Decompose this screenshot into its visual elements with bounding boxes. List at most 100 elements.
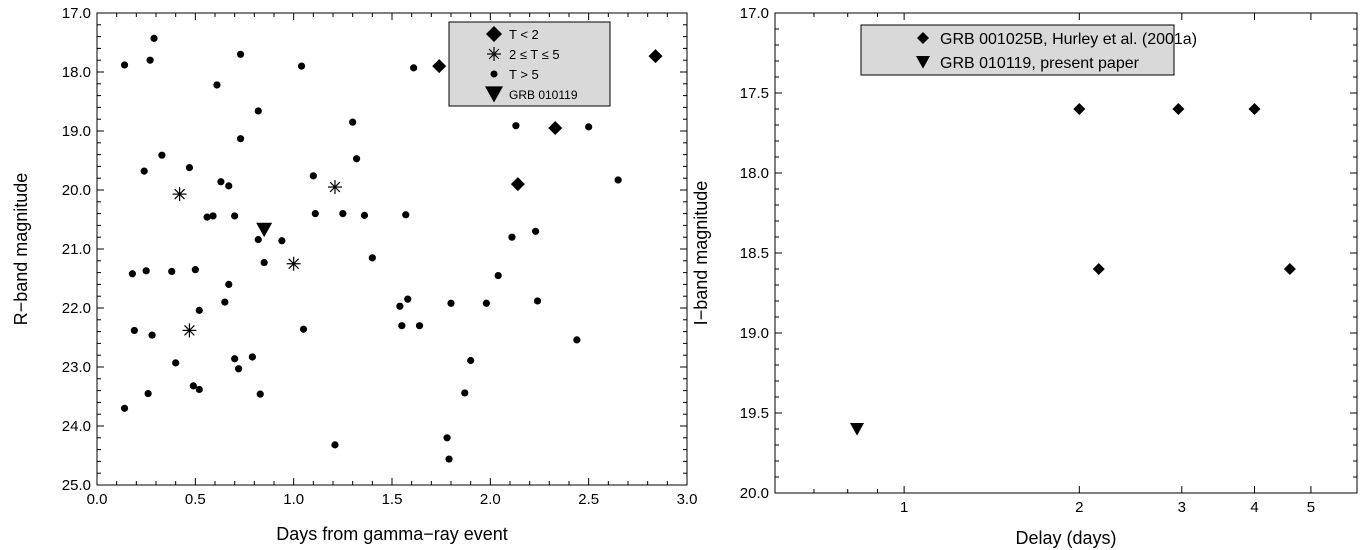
left-legend-box bbox=[448, 21, 611, 107]
left-point-dot bbox=[331, 441, 339, 449]
right-point-triangle-down bbox=[850, 423, 865, 436]
left-point-dot bbox=[195, 306, 203, 314]
left-point-dot bbox=[398, 322, 406, 330]
legend-diamond-marker bbox=[917, 32, 929, 44]
left-point-dot bbox=[213, 81, 221, 89]
left-point-dot bbox=[144, 389, 152, 398]
right-point-diamond bbox=[1248, 103, 1261, 115]
left-point-dot bbox=[142, 267, 150, 275]
right-chart: 1 2 3 4 5 17.0 17.5 18.0 18.5 19.0 19.5 20.0 Delay (… bbox=[691, 5, 1358, 548]
left-point-dot bbox=[299, 325, 308, 333]
left-point-dot bbox=[461, 389, 469, 397]
left-y-tick-label: 21.0 bbox=[62, 241, 91, 258]
left-point-dot bbox=[508, 233, 516, 241]
left-chart: 0.0 0.5 1.0 1.5 2.0 2.5 3.0 17.0 18.0 19.0 20.0 21.… bbox=[11, 5, 697, 544]
left-point-dot bbox=[339, 210, 347, 218]
left-point-triangle-down bbox=[256, 222, 273, 238]
right-point-diamond bbox=[1092, 263, 1105, 275]
left-point-asterisk bbox=[172, 187, 187, 202]
left-x-tick-label: 1.5 bbox=[382, 491, 403, 508]
left-point-dot bbox=[297, 62, 306, 70]
left-x-axis-label: Days from gamma−ray event bbox=[276, 524, 508, 544]
left-point-dot bbox=[225, 280, 233, 288]
left-point-dot bbox=[209, 212, 217, 220]
left-y-tick-label: 22.0 bbox=[62, 300, 91, 317]
left-point-dot bbox=[512, 122, 520, 130]
left-point-dot bbox=[260, 258, 268, 267]
left-x-tick-label: 3.0 bbox=[677, 491, 698, 508]
left-point-dot bbox=[191, 266, 199, 274]
left-y-tick-label: 24.0 bbox=[62, 418, 91, 435]
left-point-dot bbox=[172, 359, 180, 367]
left-point-dot bbox=[585, 123, 593, 131]
left-point-dot bbox=[168, 267, 176, 276]
right-x-axis-label: Delay (days) bbox=[1015, 528, 1116, 548]
right-x-tick-label: 1 bbox=[900, 499, 908, 516]
right-y-tick-label: 20.0 bbox=[740, 485, 769, 502]
left-point-dot bbox=[150, 34, 158, 42]
left-point-dot bbox=[256, 390, 264, 398]
left-x-tick-label: 2.5 bbox=[578, 491, 599, 508]
left-point-dot bbox=[278, 237, 286, 245]
left-point-asterisk bbox=[327, 180, 342, 195]
right-x-tick-label: 2 bbox=[1075, 499, 1083, 516]
left-y-tick-label: 25.0 bbox=[62, 477, 91, 494]
left-point-dot bbox=[221, 298, 229, 306]
legend-triangle-down-marker bbox=[916, 56, 930, 69]
left-legend-label: GRB 010119 bbox=[509, 88, 578, 102]
left-point-dot bbox=[410, 64, 418, 72]
left-y-tick-label: 20.0 bbox=[62, 182, 91, 199]
left-y-tick-label: 23.0 bbox=[62, 359, 91, 376]
left-x-tick-label: 1.0 bbox=[283, 491, 304, 508]
left-point-dot bbox=[120, 61, 129, 69]
left-point-dot bbox=[349, 118, 357, 126]
right-legend-box bbox=[860, 24, 1175, 76]
left-point-dot bbox=[402, 211, 410, 219]
left-point-dot bbox=[236, 135, 245, 143]
legend-dot-marker bbox=[490, 70, 498, 78]
right-y-tick-label: 19.5 bbox=[740, 405, 769, 422]
left-point-dot bbox=[573, 336, 581, 344]
left-point-dot bbox=[254, 235, 262, 244]
left-point-dot bbox=[231, 212, 239, 220]
left-point-dot bbox=[447, 299, 455, 307]
left-legend-label: T < 2 bbox=[509, 27, 539, 42]
right-point-diamond bbox=[1283, 263, 1296, 275]
right-y-tick-label: 17.5 bbox=[740, 85, 769, 102]
left-y-tick-label: 17.0 bbox=[62, 5, 91, 22]
left-point-dot bbox=[254, 107, 262, 115]
left-point-dot bbox=[309, 172, 317, 180]
left-point-dot bbox=[217, 178, 225, 186]
left-point-dot bbox=[533, 297, 542, 305]
left-point-asterisk bbox=[286, 256, 301, 271]
left-y-axis-label: R−band magnitude bbox=[11, 173, 31, 326]
legend-diamond-marker bbox=[486, 26, 502, 42]
left-point-dot bbox=[248, 353, 256, 361]
right-y-axis-label: I−band magnitude bbox=[691, 181, 711, 326]
left-point-dot bbox=[236, 50, 245, 58]
left-point-dot bbox=[614, 176, 622, 184]
left-point-asterisk bbox=[182, 323, 197, 338]
right-legend-label: GRB 010119, present paper bbox=[940, 55, 1140, 72]
left-point-dot bbox=[158, 151, 166, 159]
left-point-dot bbox=[148, 331, 156, 339]
right-point-diamond bbox=[1073, 103, 1086, 115]
left-point-dot bbox=[494, 271, 502, 280]
legend-triangle-down-marker bbox=[485, 86, 503, 103]
right-y-tick-label: 18.0 bbox=[740, 165, 769, 182]
left-point-diamond bbox=[548, 121, 563, 136]
left-point-dot bbox=[185, 163, 194, 172]
right-y-tick-label: 18.5 bbox=[740, 245, 769, 262]
left-point-dot bbox=[140, 167, 148, 175]
right-y-tick-label: 19.0 bbox=[740, 325, 769, 342]
left-point-dot bbox=[195, 385, 203, 394]
left-point-dot bbox=[531, 227, 540, 235]
left-point-dot bbox=[130, 326, 138, 335]
right-point-diamond bbox=[1172, 103, 1185, 115]
left-point-dot bbox=[189, 382, 197, 390]
left-point-diamond bbox=[432, 59, 447, 74]
left-x-tick-label: 2.0 bbox=[480, 491, 501, 508]
left-point-dot bbox=[128, 270, 136, 278]
left-y-tick-label: 18.0 bbox=[62, 64, 91, 81]
left-y-tick-label: 19.0 bbox=[62, 123, 91, 140]
